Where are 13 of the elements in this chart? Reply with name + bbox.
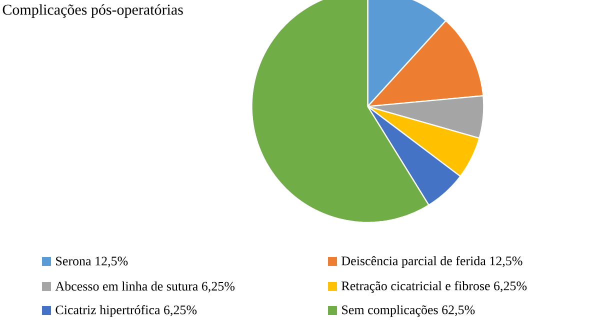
- data-label: 12,5%: [490, 256, 522, 268]
- data-label: 6,25%: [202, 282, 235, 293]
- data-label: 6,25%: [164, 306, 197, 316]
- legend-label: Cicatriz hipertrófica: [56, 305, 160, 317]
- data-label: 62,5%: [442, 305, 475, 316]
- legend-label: Deiscência parcial de ferida: [342, 256, 486, 268]
- legend-label: Sem complicações: [342, 305, 438, 317]
- legend-label: Retração cicatricial e fibrose: [342, 281, 490, 293]
- legend-label: Serona: [56, 256, 92, 266]
- data-label: 12,5%: [96, 256, 128, 268]
- chart-title: Complicações pós-operatórias: [2, 4, 183, 18]
- legend-label: Abcesso em linha de sutura: [55, 281, 198, 291]
- data-label: 6,25%: [494, 282, 527, 292]
